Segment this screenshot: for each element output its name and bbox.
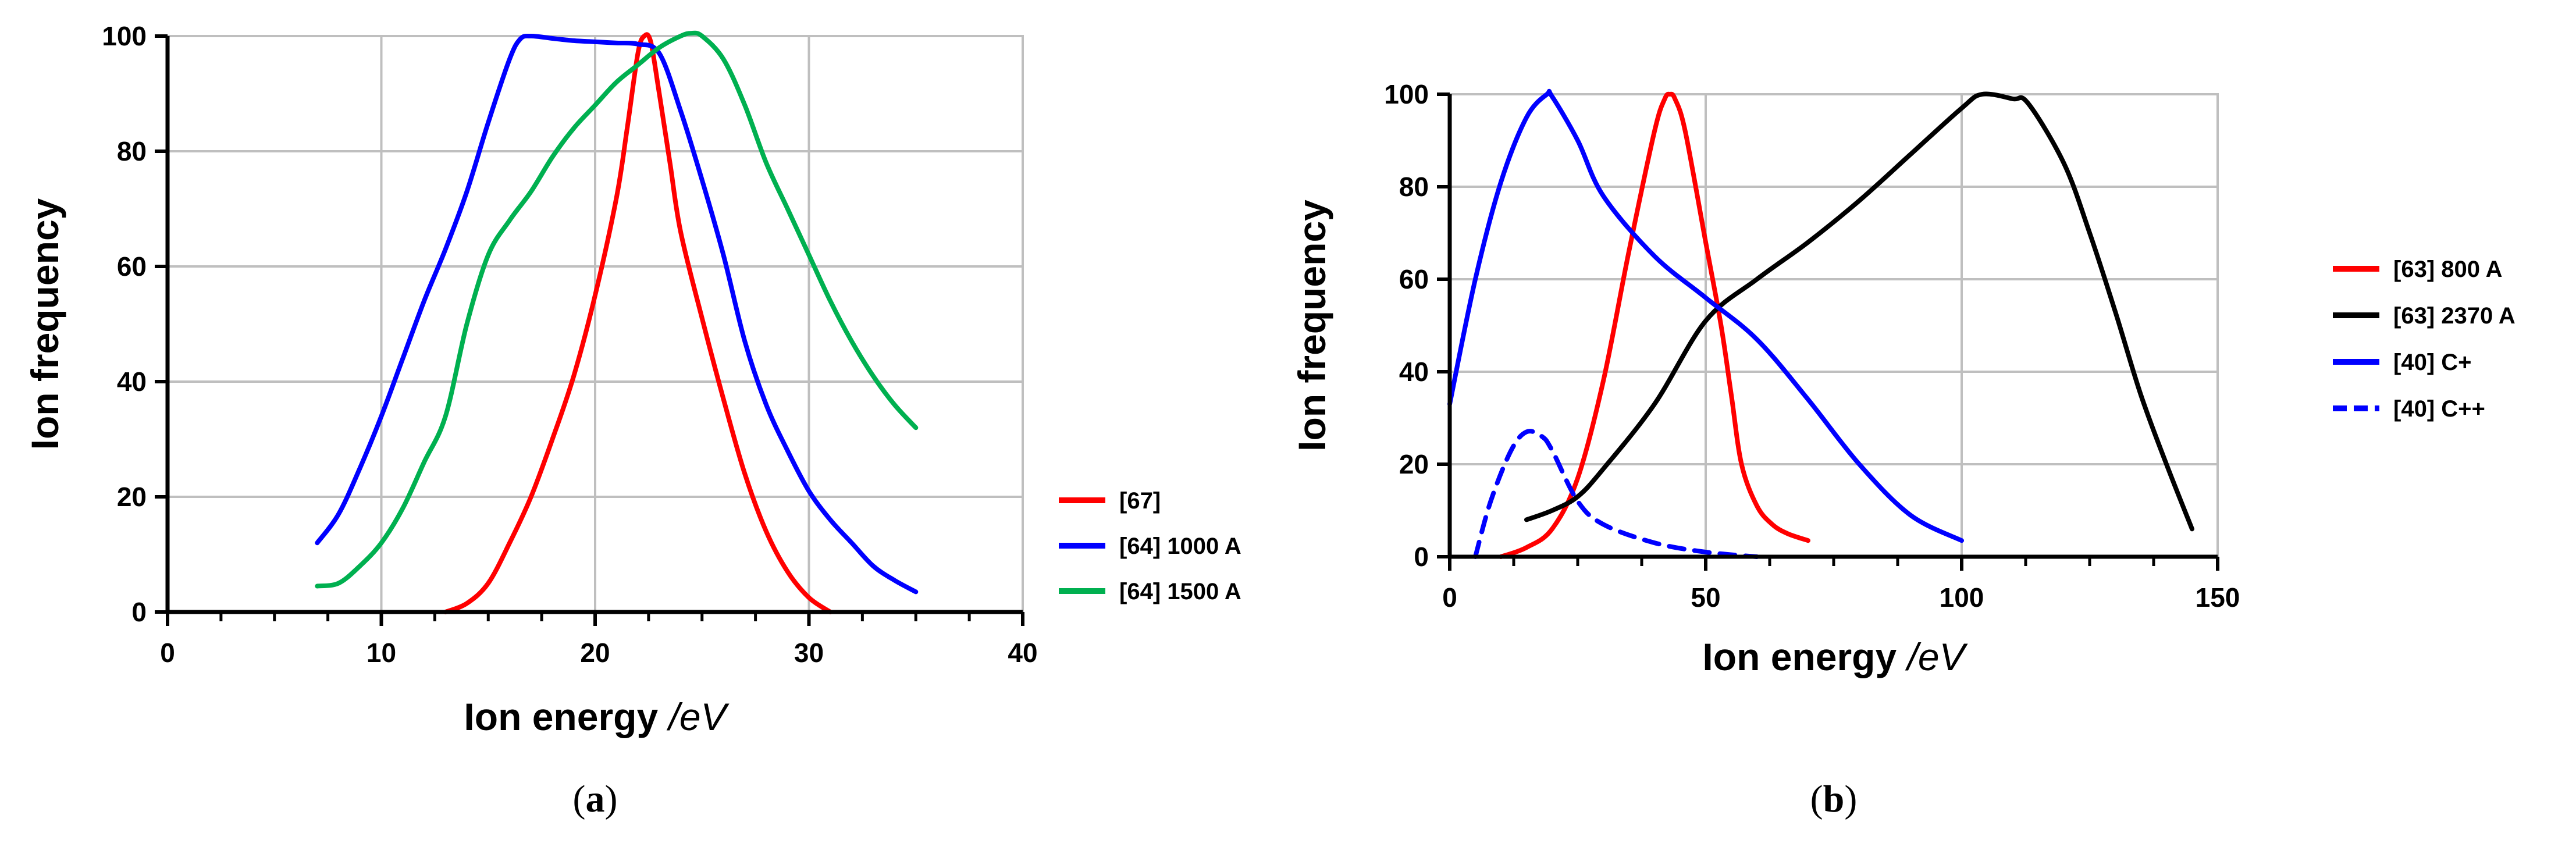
series-line (315, 33, 919, 595)
x-tick-label: 10 (367, 638, 396, 668)
x-axis-label: Ion energy /eV (464, 695, 730, 738)
legend-label: [63] 800 A (2393, 257, 2503, 282)
y-axis-label: Ion frequency (23, 198, 66, 450)
y-tick-label: 0 (131, 597, 147, 627)
series-line (1473, 429, 1759, 559)
x-tick-label: 0 (1442, 582, 1457, 613)
panel-label-close: ) (1844, 778, 1857, 820)
y-tick-label: 80 (1399, 172, 1429, 202)
x-tick-label: 100 (1940, 582, 1984, 613)
legend-label: [40] C++ (2393, 396, 2485, 422)
x-tick-label: 20 (580, 638, 610, 668)
y-tick-label: 100 (1384, 79, 1429, 109)
panel-label-letter: a (586, 778, 605, 820)
y-tick-label: 20 (1399, 449, 1429, 479)
x-axis-label-unit: /eV (667, 695, 730, 738)
series-line (1524, 91, 2194, 532)
panel-label: (a) (573, 778, 618, 820)
series-line (443, 32, 833, 614)
y-tick-label: 60 (1399, 264, 1429, 294)
panel-label-close: ) (605, 778, 618, 820)
series-line (1447, 88, 1964, 543)
x-axis-label-main: Ion energy (464, 695, 668, 738)
series-line (315, 30, 919, 589)
y-tick-label: 20 (117, 482, 147, 512)
panel-label-letter: b (1823, 778, 1845, 820)
x-axis-label: Ion energy /eV (1702, 635, 1968, 678)
chart-b: 0 50 100 150 0 20 40 60 80 100 Ion energy /eV Ion f… (1290, 79, 2515, 820)
panel-label-text: ( (573, 778, 586, 820)
x-tick-label: 50 (1691, 582, 1720, 613)
y-tick-label: 40 (117, 366, 147, 397)
x-tick-label: 40 (1008, 638, 1037, 668)
x-axis-label-unit: /eV (1905, 635, 1969, 678)
x-axis-label-main: Ion energy (1702, 635, 1907, 678)
panel-label: (b) (1810, 778, 1858, 820)
y-axis-label: Ion frequency (1290, 200, 1333, 451)
y-tick-label: 60 (117, 251, 147, 282)
y-tick-label: 100 (102, 21, 147, 51)
series-line (1499, 91, 1810, 559)
legend-label: [67] (1119, 488, 1161, 514)
y-tick-label: 40 (1399, 357, 1429, 387)
y-tick-label: 80 (117, 136, 147, 166)
legend-label: [40] C+ (2393, 350, 2472, 375)
chart-a: 0 10 20 30 40 0 20 40 60 80 100 Ion energy /eV Ion f… (23, 21, 1241, 820)
y-tick-label: 0 (1414, 542, 1429, 572)
legend-label: [63] 2370 A (2393, 303, 2515, 329)
x-tick-label: 30 (794, 638, 824, 668)
legend-label: [64] 1000 A (1119, 533, 1241, 559)
x-tick-label: 150 (2196, 582, 2240, 613)
legend-label: [64] 1500 A (1119, 579, 1241, 604)
plot-frame (1449, 93, 2219, 558)
panel-label-text: ( (1810, 778, 1823, 820)
x-tick-label: 0 (160, 638, 175, 668)
